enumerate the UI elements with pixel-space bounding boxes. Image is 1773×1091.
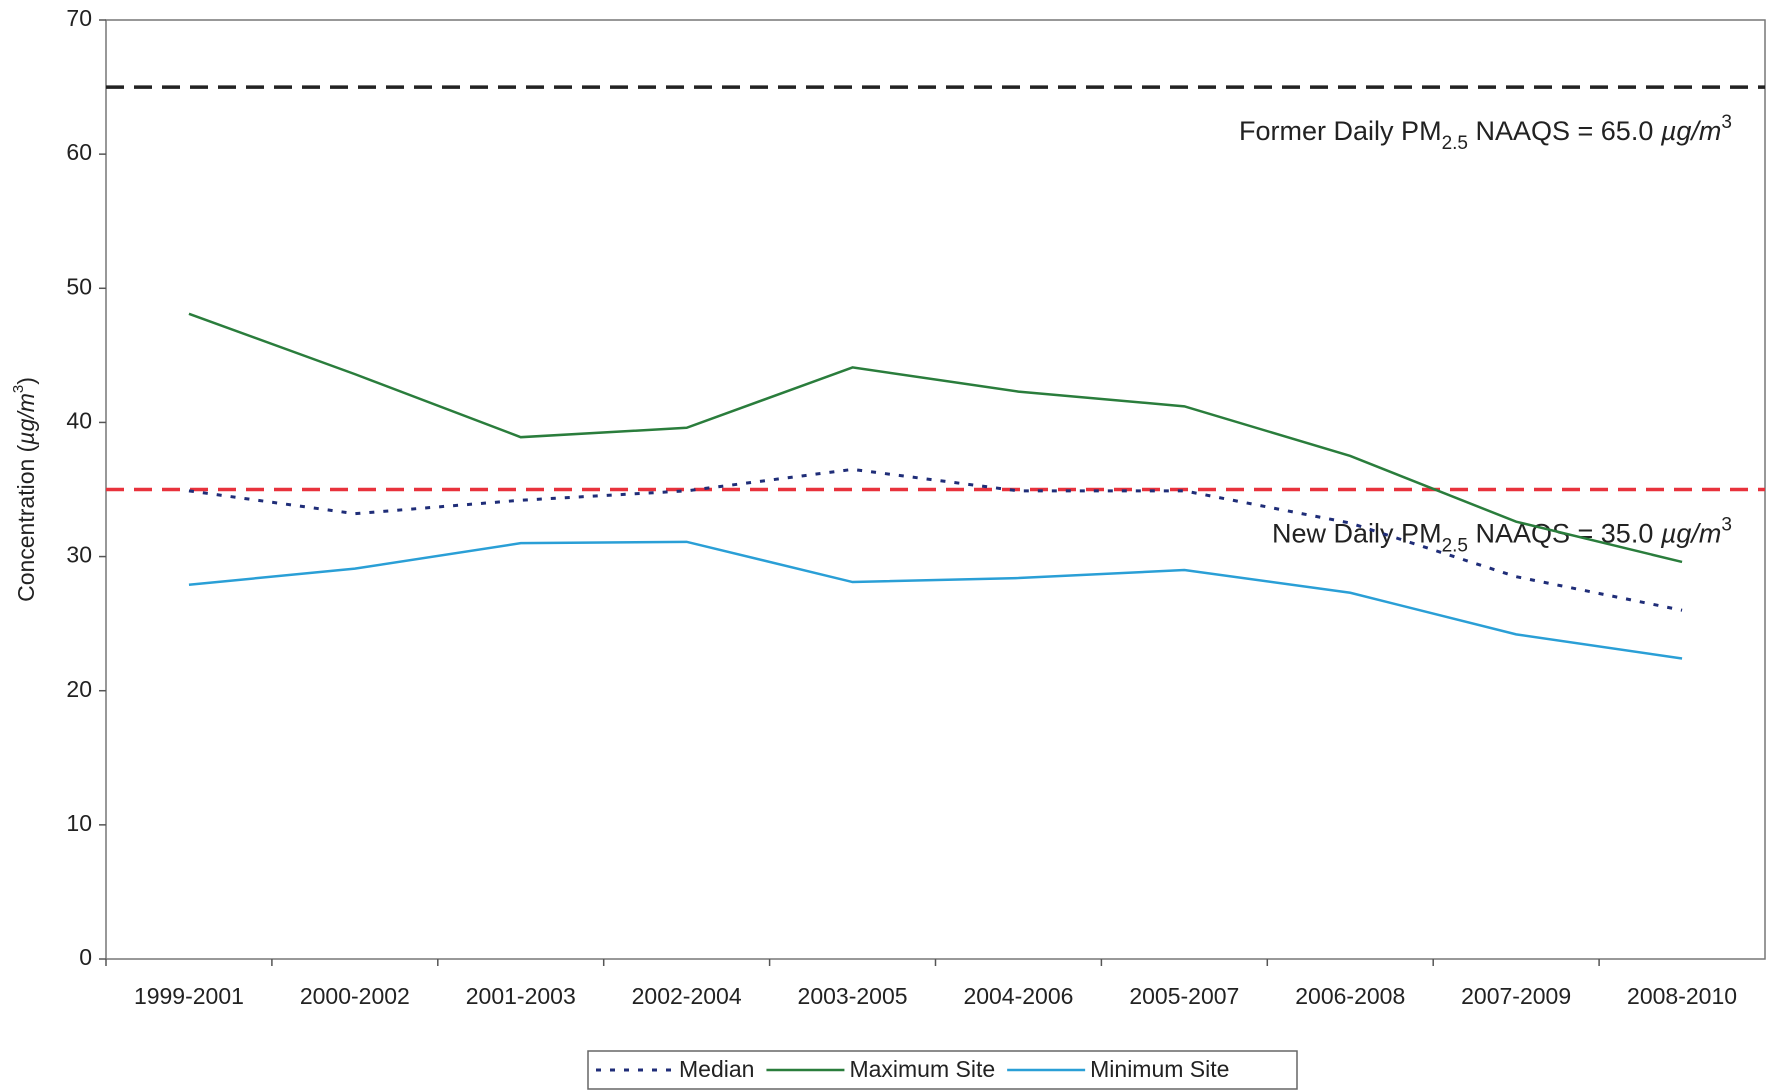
- legend-label: Minimum Site: [1090, 1056, 1229, 1082]
- y-tick-label: 20: [66, 676, 92, 702]
- legend-label: Median: [679, 1056, 754, 1082]
- y-tick-label: 60: [66, 139, 92, 165]
- legend: Median Maximum Site Minimum Site: [587, 1050, 1298, 1090]
- x-tick-label: 2006-2008: [1295, 983, 1405, 1009]
- reference-label: New Daily PM2.5 NAAQS = 35.0 µg/m3: [1272, 514, 1732, 556]
- legend-label: Maximum Site: [849, 1056, 995, 1082]
- reference-label-part: µg/m: [1660, 116, 1722, 146]
- reference-label-part: 3: [1721, 514, 1732, 535]
- x-tick-label: 2007-2009: [1461, 983, 1571, 1009]
- x-tick-label: 2002-2004: [632, 983, 742, 1009]
- reference-label-part: 3: [1721, 112, 1732, 133]
- y-tick-label: 50: [66, 273, 92, 299]
- x-tick-label: 2000-2002: [300, 983, 410, 1009]
- y-tick-label: 10: [66, 810, 92, 836]
- x-tick-label: 2001-2003: [466, 983, 576, 1009]
- series-line: [188, 312, 1683, 564]
- x-tick-label: 1999-2001: [134, 983, 244, 1009]
- legend-box: [587, 1050, 1298, 1090]
- y-tick-label: 0: [79, 944, 92, 970]
- reference-label-part: Former Daily PM: [1239, 116, 1442, 146]
- y-axis-label-part: ): [13, 377, 39, 385]
- reference-label-part: 2.5: [1442, 535, 1468, 556]
- y-axis-label-part: Concentration (: [13, 444, 39, 602]
- series-line: [188, 540, 1683, 660]
- y-axis-label-part: 3: [10, 385, 27, 393]
- y-axis-label-part: µg/m: [13, 393, 39, 446]
- y-tick-label: 40: [66, 408, 92, 434]
- reference-label-part: New Daily PM: [1272, 519, 1442, 549]
- x-tick-label: 2004-2006: [963, 983, 1073, 1009]
- reference-label-part: µg/m: [1660, 519, 1722, 549]
- reference-label: Former Daily PM2.5 NAAQS = 65.0 µg/m3: [1239, 112, 1732, 154]
- x-tick-label: 2005-2007: [1129, 983, 1239, 1009]
- y-tick-label: 30: [66, 542, 92, 568]
- x-tick-label: 2008-2010: [1627, 983, 1737, 1009]
- reference-label-part: 2.5: [1442, 133, 1468, 154]
- reference-label-part: NAAQS = 65.0: [1468, 116, 1661, 146]
- y-axis-label: Concentration (µg/m3): [10, 377, 39, 602]
- x-tick-label: 2003-2005: [798, 983, 908, 1009]
- y-tick-label: 70: [66, 5, 92, 31]
